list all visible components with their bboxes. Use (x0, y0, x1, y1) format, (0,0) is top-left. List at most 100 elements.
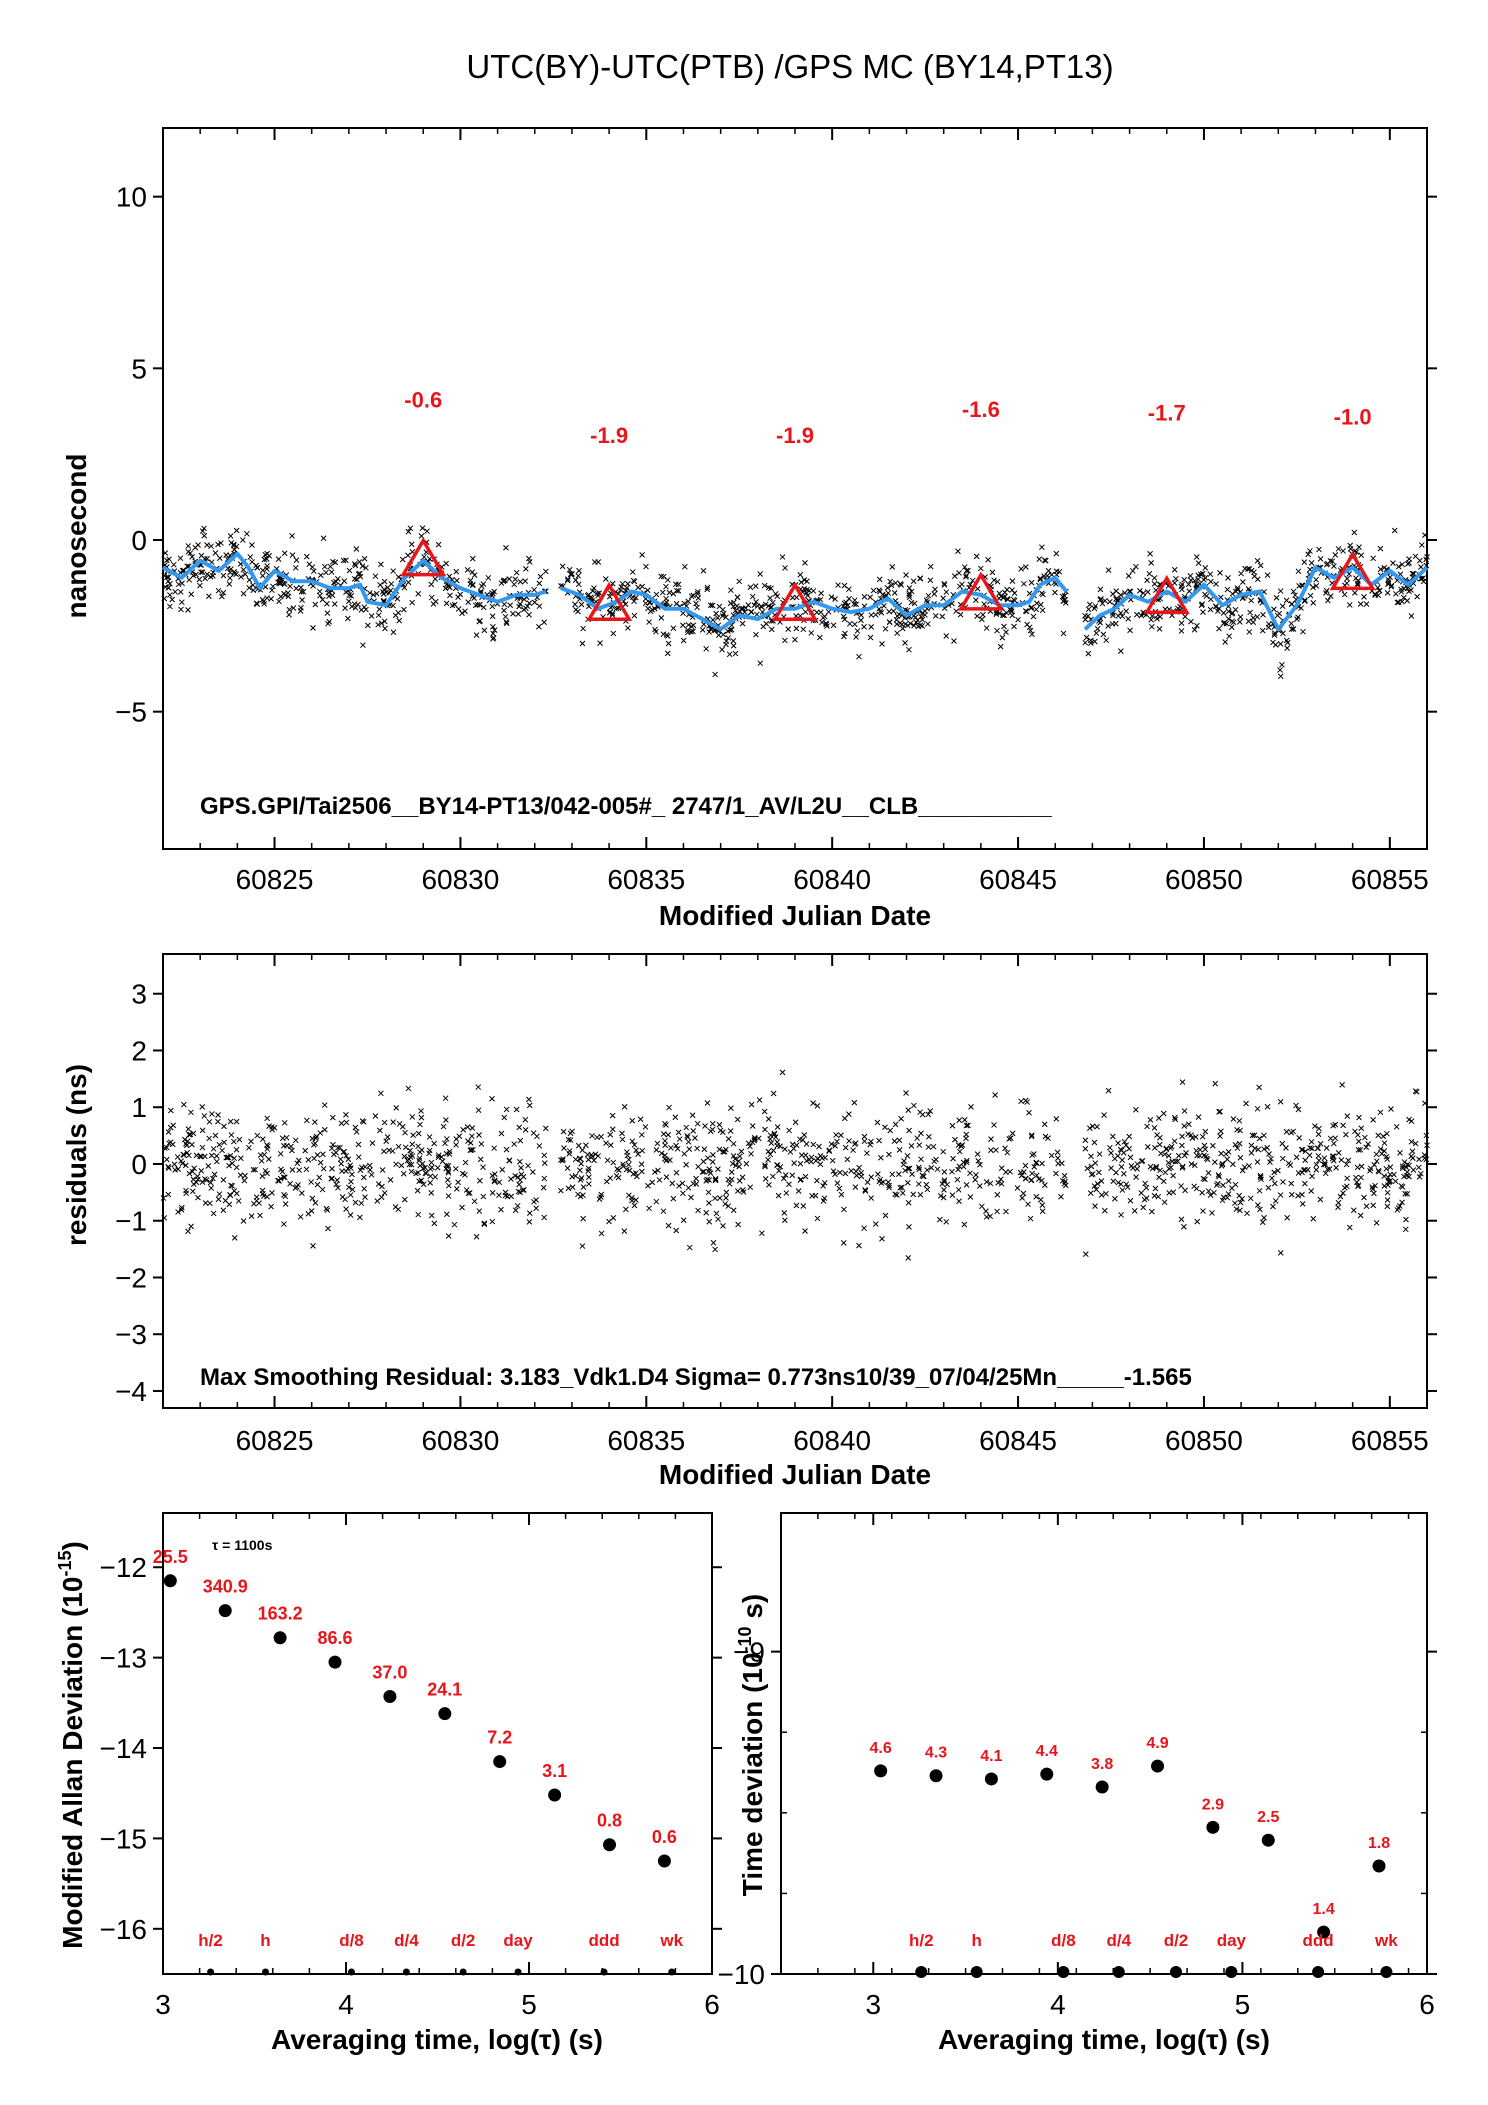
residual-data-point (233, 1146, 240, 1153)
main-data-point (1009, 587, 1015, 593)
tdev-interval-label: h (971, 1931, 981, 1950)
residual-data-point (308, 1208, 315, 1214)
residual-data-point (846, 1138, 852, 1144)
main-data-point (1250, 615, 1257, 621)
main-data-point (474, 601, 481, 608)
main-data-point (1105, 623, 1111, 629)
residual-data-point (352, 1199, 359, 1206)
residual-data-point (1254, 1159, 1261, 1165)
main-data-point (1354, 582, 1361, 588)
main-data-point (363, 564, 369, 571)
y-tick-label: −10 (718, 1959, 766, 1990)
main-data-point (1085, 650, 1092, 657)
residual-data-point (508, 1193, 515, 1200)
tau-note: τ = 1100s (212, 1537, 273, 1553)
tdev-point (1151, 1759, 1165, 1773)
residual-data-point (879, 1235, 885, 1242)
residual-data-point (943, 1218, 950, 1225)
residual-data-point (765, 1156, 771, 1163)
residual-data-point (906, 1223, 912, 1230)
residual-data-point (395, 1143, 402, 1150)
residual-data-point (517, 1189, 523, 1196)
residual-data-point (604, 1157, 611, 1164)
main-data-point (804, 578, 810, 585)
main-data-point (861, 623, 867, 630)
mdev-axes: 3 4 5 6−16−15−14−13−12 (100, 1513, 722, 2020)
main-data-point (927, 563, 934, 570)
residual-data-point (1031, 1163, 1038, 1170)
residual-data-point (1296, 1135, 1303, 1141)
main-data-point (212, 550, 219, 556)
residual-data-point (167, 1107, 174, 1114)
residual-data-point (1335, 1149, 1342, 1156)
residual-data-point (914, 1135, 920, 1142)
residual-data-point (489, 1172, 496, 1179)
main-data-point (1305, 551, 1312, 558)
main-data-point (1018, 566, 1024, 572)
main-data-point (1272, 641, 1279, 648)
residual-data-point (1182, 1187, 1188, 1194)
x-tick-label: 60840 (793, 1425, 871, 1456)
residual-data-point (710, 1239, 717, 1246)
residual-data-point (1363, 1144, 1370, 1151)
mdev-point-label: 0.6 (652, 1827, 677, 1847)
residual-data-point (378, 1194, 385, 1201)
residual-data-point (1261, 1214, 1267, 1221)
main-data-point (569, 570, 575, 577)
residual-data-point (1285, 1160, 1292, 1167)
residual-data-point (1330, 1153, 1337, 1160)
residual-data-point (257, 1212, 263, 1219)
main-data-point (1216, 625, 1222, 632)
main-data-point (595, 592, 601, 599)
main-data-point (240, 566, 247, 573)
main-data-point (231, 568, 238, 575)
main-data-point (943, 633, 950, 639)
residual-data-point (465, 1138, 471, 1145)
residual-data-point (595, 1153, 601, 1159)
main-data-point (490, 634, 497, 641)
residual-data-point (765, 1148, 772, 1155)
mdev-y-axis-label-exponent: -15 (55, 1550, 75, 1576)
residual-data-point (216, 1191, 223, 1197)
x-tick-label: 3 (155, 1989, 171, 2020)
residual-data-point (317, 1159, 324, 1166)
tdev-plot-panel: 3 4 5 6−10−9 4.6 4.3 4.1 4.43.84.92.92.51.41.8… (718, 1512, 1437, 2055)
residual-data-point (1255, 1146, 1262, 1153)
residual-data-point (1181, 1223, 1187, 1230)
residual-data-point (715, 1216, 721, 1223)
residual-data-point (1039, 1177, 1045, 1184)
tdev-points: 4.6 4.3 4.1 4.43.84.92.92.51.41.8h/2 h d/8 d/4… (870, 1735, 1398, 1978)
residual-data-point (536, 1143, 543, 1149)
main-data-point (989, 569, 996, 576)
residual-data-point (842, 1144, 849, 1151)
main-data-point (1374, 584, 1381, 591)
residual-data-point (312, 1119, 318, 1125)
residual-data-point (1332, 1135, 1339, 1142)
main-data-point (1351, 590, 1358, 596)
main-data-point (973, 553, 980, 560)
residual-data-point (1355, 1138, 1362, 1145)
residual-data-point (428, 1159, 435, 1166)
residual-data-point (207, 1179, 214, 1186)
residual-data-point (906, 1165, 913, 1172)
main-data-point (673, 600, 680, 607)
main-data-point (1188, 577, 1194, 584)
residual-data-point (1241, 1164, 1248, 1170)
residual-data-point (1219, 1161, 1226, 1168)
residual-data-point (958, 1143, 965, 1149)
residual-data-point (967, 1170, 973, 1177)
main-data-point (1091, 605, 1098, 612)
residual-data-point (1006, 1136, 1013, 1142)
residual-data-point (1254, 1202, 1261, 1208)
residual-data-point (477, 1156, 484, 1163)
main-data-point (507, 602, 514, 609)
residual-data-point (941, 1168, 948, 1175)
main-data-point (910, 578, 917, 585)
residual-data-point (1215, 1172, 1222, 1178)
residual-data-point (346, 1184, 352, 1191)
residual-data-point (1124, 1184, 1131, 1191)
residual-data-point (355, 1154, 362, 1160)
main-data-point (259, 567, 266, 574)
residual-data-point (231, 1235, 238, 1241)
